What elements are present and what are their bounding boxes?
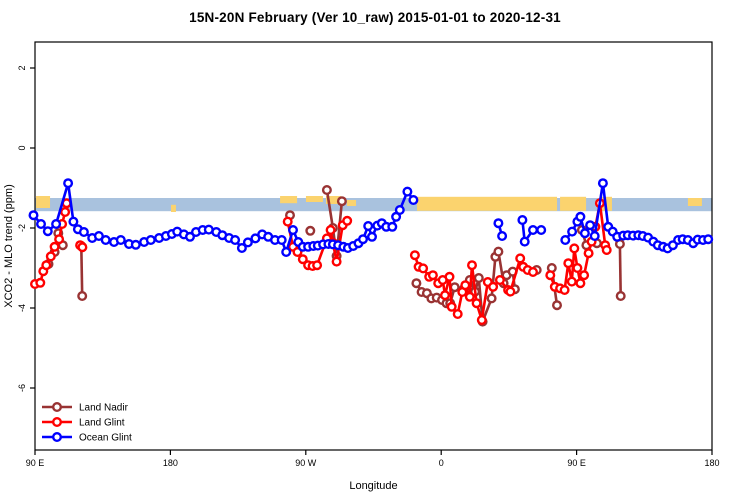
legend: Land Nadir Land Glint Ocean Glint [42, 402, 132, 444]
svg-text:0: 0 [439, 458, 444, 468]
svg-text:180: 180 [163, 458, 178, 468]
svg-text:90 E: 90 E [567, 458, 586, 468]
svg-text:Land Glint: Land Glint [79, 418, 125, 429]
svg-text:90 W: 90 W [295, 458, 317, 468]
x-axis-ticks: 90 E 180 90 W 0 90 E 180 [26, 450, 720, 468]
svg-text:Land Nadir: Land Nadir [79, 403, 129, 414]
plot-border [34, 41, 713, 451]
svg-text:2: 2 [17, 65, 27, 70]
svg-text:-2: -2 [17, 224, 27, 232]
svg-text:-6: -6 [17, 384, 27, 392]
svg-text:Ocean Glint: Ocean Glint [79, 433, 132, 444]
y-axis-label: XCO2 - MLO trend (ppm) [3, 184, 15, 307]
x-axis-label: Longitude [349, 480, 397, 492]
y-axis-ticks: 2 0 -2 -4 -6 [17, 65, 35, 392]
series-ocean-glint [28, 178, 714, 257]
legend-item: Ocean Glint [42, 432, 132, 444]
legend-item: Land Nadir [42, 402, 129, 414]
svg-text:180: 180 [704, 458, 719, 468]
svg-text:0: 0 [17, 145, 27, 150]
legend-item: Land Glint [42, 417, 125, 429]
svg-text:90 E: 90 E [26, 458, 45, 468]
svg-text:-4: -4 [17, 304, 27, 312]
chart-title: 15N-20N February (Ver 10_raw) 2015-01-01… [189, 10, 561, 25]
